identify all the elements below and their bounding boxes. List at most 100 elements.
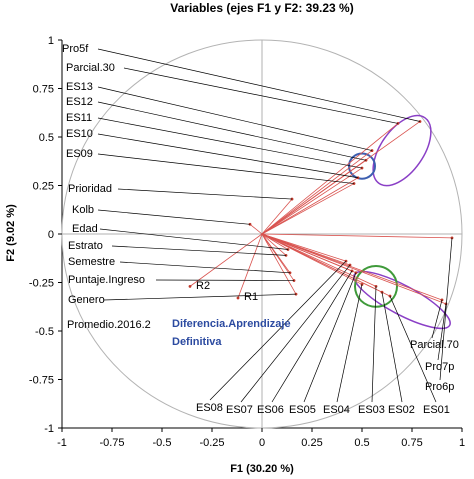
vector-genero bbox=[261, 233, 297, 295]
label-prioridad: Prioridad bbox=[68, 183, 112, 195]
label-es08: ES08 bbox=[196, 402, 223, 414]
lower-cluster-ellipse bbox=[353, 270, 451, 330]
x-tick-label: 0 bbox=[259, 437, 265, 449]
upper-cluster-circle bbox=[348, 152, 376, 180]
x-axis-ticks: -1 -0.75 -0.5 -0.25 0 0.25 0.5 0.75 1 bbox=[57, 428, 465, 449]
vector-es07 bbox=[261, 233, 351, 266]
x-tick-label: 0.75 bbox=[401, 437, 422, 449]
label-parcial-30: Parcial.30 bbox=[66, 62, 115, 74]
vector-es04 bbox=[261, 233, 363, 285]
leader-prioridad bbox=[117, 188, 293, 200]
x-tick-label: -1 bbox=[57, 437, 67, 449]
vector-tip-es10 bbox=[356, 176, 360, 180]
label-es02: ES02 bbox=[388, 404, 415, 416]
label-r1: R1 bbox=[244, 291, 258, 303]
leader-es05 bbox=[303, 272, 357, 403]
x-tick-label: 1 bbox=[459, 437, 465, 449]
annotation-diferencia-aprendizaje: Diferencia.Aprendizaje bbox=[172, 318, 291, 330]
vector-tip-prioridad bbox=[290, 197, 294, 201]
y-axis-title: F2 (9.02 %) bbox=[5, 204, 17, 262]
vector-tip-edad bbox=[286, 248, 290, 251]
label-es11: ES11 bbox=[66, 112, 92, 124]
vector-kolb bbox=[249, 223, 263, 235]
vector-tip-r2 bbox=[188, 284, 192, 288]
leader-es03 bbox=[371, 286, 377, 403]
leader-es06 bbox=[271, 270, 353, 403]
label-pro7p: Pro7p bbox=[425, 361, 454, 373]
y-tick-label: 0.25 bbox=[33, 181, 54, 193]
label-puntaje-ingreso: Puntaje.Ingreso bbox=[68, 274, 145, 286]
label-pro6p: Pro6p bbox=[425, 381, 454, 393]
x-tick-label: -0.25 bbox=[199, 437, 224, 449]
variable-vectors bbox=[188, 120, 454, 306]
vector-tip-r1 bbox=[236, 296, 240, 300]
label-es06: ES06 bbox=[257, 404, 284, 416]
vector-r2 bbox=[189, 233, 263, 287]
vector-es03 bbox=[261, 233, 377, 287]
label-es13: ES13 bbox=[66, 81, 93, 93]
annotation-promedio-2016-2: Promedio.2016.2 bbox=[67, 319, 151, 331]
leader-semestre bbox=[119, 261, 291, 274]
vector-estrato bbox=[261, 233, 287, 256]
x-tick-label: 0.25 bbox=[301, 437, 322, 449]
annotation-definitiva: Definitiva bbox=[172, 336, 222, 348]
leader-es07 bbox=[240, 264, 351, 403]
label-r2: R2 bbox=[196, 280, 210, 292]
leader-pro6p bbox=[439, 237, 453, 381]
label-genero: Genero bbox=[68, 294, 105, 306]
leader-pro7p bbox=[437, 303, 447, 361]
leader-es10 bbox=[97, 133, 359, 179]
label-parcial-70: Parcial.70 bbox=[410, 339, 459, 351]
y-tick-label: -1 bbox=[44, 423, 54, 435]
vector-tip-kolb bbox=[248, 222, 252, 226]
label-semestre: Semestre bbox=[68, 256, 115, 268]
x-axis-title: F1 (30.20 %) bbox=[230, 463, 294, 475]
y-tick-label: -0.5 bbox=[35, 326, 54, 338]
label-es12: ES12 bbox=[66, 96, 93, 108]
x-tick-label: -0.5 bbox=[153, 437, 172, 449]
label-leader-lines bbox=[97, 48, 453, 403]
vector-r1 bbox=[237, 233, 263, 299]
vector-tip-es11 bbox=[360, 166, 364, 170]
label-es03: ES03 bbox=[358, 404, 385, 416]
variable-labels: Pro5f Parcial.30 ES13 ES12 ES11 ES10 ES09 Prior… bbox=[62, 43, 459, 416]
label-kolb: Kolb bbox=[72, 204, 94, 216]
leader-es11 bbox=[97, 117, 363, 169]
vector-es10 bbox=[261, 177, 359, 235]
vector-tip-es13 bbox=[370, 149, 374, 152]
leader-kolb bbox=[97, 209, 251, 225]
leader-genero bbox=[103, 293, 297, 301]
vector-es08 bbox=[261, 233, 347, 262]
y-axis-ticks: 1 0.75 0.5 0.25 0 -0.25 -0.5 -0.75 -1 bbox=[29, 35, 62, 435]
leader-es13 bbox=[97, 86, 373, 151]
y-tick-label: 1 bbox=[48, 35, 54, 47]
vector-pro7p bbox=[261, 233, 447, 305]
label-es04: ES04 bbox=[323, 404, 350, 416]
leader-estrato bbox=[111, 245, 287, 256]
y-tick-label: 0.75 bbox=[33, 84, 54, 96]
vector-es12 bbox=[261, 159, 367, 235]
vector-prioridad bbox=[261, 198, 293, 235]
vector-es06 bbox=[261, 233, 353, 272]
lower-cluster-circle bbox=[354, 265, 398, 308]
leader-puntaje-ingreso bbox=[155, 279, 295, 281]
y-tick-label: -0.25 bbox=[29, 278, 54, 290]
label-es07: ES07 bbox=[226, 404, 253, 416]
chart-title: Variables (ejes F1 y F2: 39.23 %) bbox=[170, 1, 353, 15]
label-es10: ES10 bbox=[66, 128, 93, 140]
y-tick-label: 0.5 bbox=[39, 132, 54, 144]
vector-parcial-30 bbox=[261, 123, 399, 235]
leader-pro5f bbox=[97, 48, 421, 122]
y-tick-label: 0 bbox=[48, 229, 54, 241]
leader-es04 bbox=[336, 284, 363, 403]
vector-es13 bbox=[261, 150, 373, 235]
vector-es09 bbox=[261, 183, 355, 235]
leader-es12 bbox=[97, 101, 367, 161]
label-es05: ES05 bbox=[289, 404, 316, 416]
leader-parcial-70 bbox=[431, 299, 443, 339]
leader-es02 bbox=[381, 292, 403, 403]
x-tick-label: -0.75 bbox=[99, 437, 124, 449]
leader-parcial-30 bbox=[123, 67, 399, 124]
upper-cluster-ellipse bbox=[372, 114, 432, 187]
